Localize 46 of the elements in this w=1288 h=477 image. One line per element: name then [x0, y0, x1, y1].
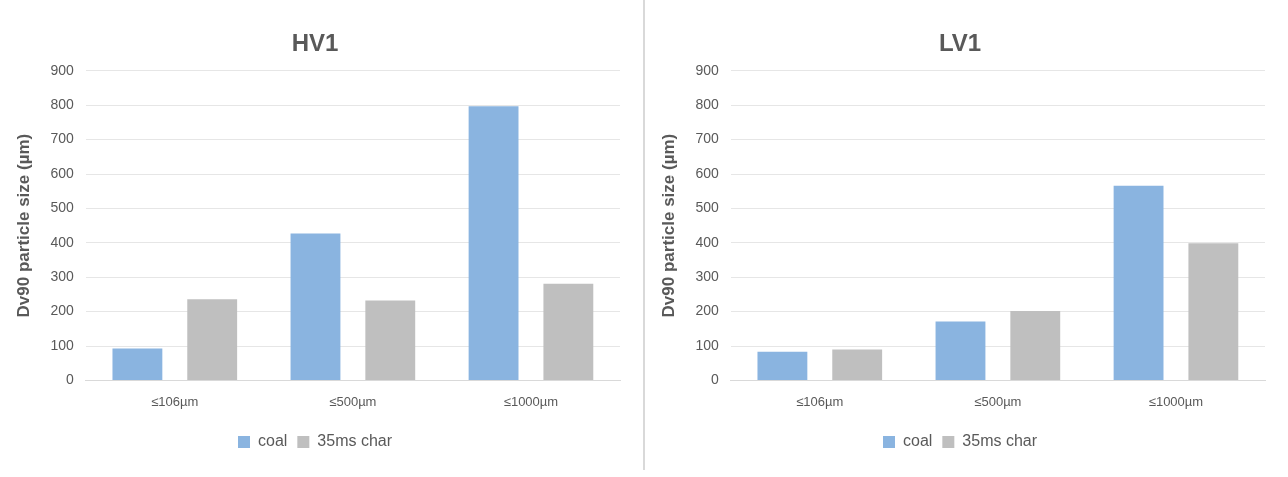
bar — [935, 321, 986, 380]
bar — [757, 351, 808, 380]
bar — [832, 349, 883, 380]
x-tick-label: ≤500µm — [329, 393, 377, 409]
bar — [1010, 310, 1061, 380]
x-tick-label: ≤106µm — [796, 393, 844, 409]
x-tick-label: ≤1000µm — [1148, 393, 1204, 409]
y-tick-label: 0 — [710, 371, 719, 388]
y-tick-label: 400 — [50, 233, 74, 250]
y-tick-label: 100 — [695, 336, 719, 353]
bar — [543, 283, 594, 380]
chart-title: HV1 — [291, 29, 339, 57]
x-tick-label: ≤1000µm — [503, 393, 559, 409]
y-tick-label: 700 — [695, 130, 719, 147]
y-tick-label: 900 — [50, 61, 74, 78]
y-tick-label: 500 — [50, 199, 74, 216]
y-tick-label: 200 — [695, 302, 719, 319]
y-tick-label: 200 — [50, 302, 74, 319]
bar — [1188, 243, 1239, 380]
y-tick-label: 900 — [695, 61, 719, 78]
y-tick-label: 100 — [50, 336, 74, 353]
bar — [468, 106, 519, 380]
bar — [112, 348, 163, 380]
bar — [290, 233, 341, 380]
y-tick-label: 800 — [50, 96, 74, 113]
x-tick-label: ≤500µm — [974, 393, 1022, 409]
legend-label: 35ms char — [317, 432, 393, 450]
y-tick-label: 600 — [50, 164, 74, 181]
legend-label: coal — [257, 432, 288, 450]
legend-label: coal — [902, 432, 933, 450]
y-tick-label: 700 — [50, 130, 74, 147]
y-tick-label: 0 — [65, 371, 74, 388]
x-tick-label: ≤106µm — [151, 393, 199, 409]
bar — [365, 300, 416, 380]
bar — [1113, 185, 1164, 380]
y-tick-label: 800 — [695, 96, 719, 113]
legend-label: 35ms char — [962, 432, 1038, 450]
y-axis-title: Dv90 particle size (µm) — [658, 133, 678, 318]
chart-title: LV1 — [938, 29, 982, 57]
y-tick-label: 400 — [695, 233, 719, 250]
y-tick-label: 300 — [695, 268, 719, 285]
y-tick-label: 300 — [50, 268, 74, 285]
y-axis-title: Dv90 particle size (µm) — [13, 133, 33, 318]
y-tick-label: 500 — [695, 199, 719, 216]
bar — [187, 299, 238, 380]
y-tick-label: 600 — [695, 164, 719, 181]
